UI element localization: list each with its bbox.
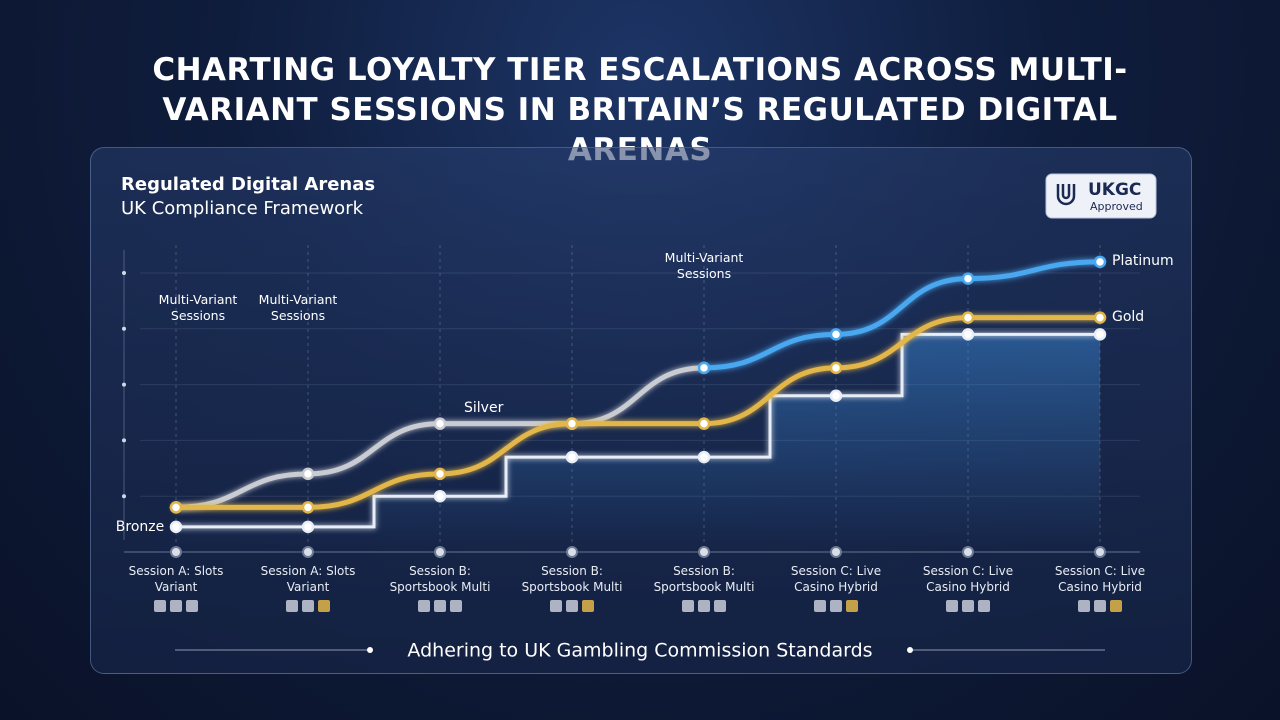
category-dot bbox=[698, 546, 710, 558]
game-icon bbox=[946, 600, 958, 612]
badge-subtitle: Approved bbox=[1090, 200, 1143, 213]
series-point bbox=[697, 450, 711, 464]
footer-dot bbox=[367, 647, 373, 653]
game-icon bbox=[154, 600, 166, 612]
series-point bbox=[1093, 311, 1107, 324]
panel-heading: Regulated Digital Arenas bbox=[121, 174, 375, 195]
series-point bbox=[829, 361, 843, 375]
series-line bbox=[701, 259, 1103, 371]
game-icon bbox=[318, 600, 330, 612]
badge-title: UKGC bbox=[1088, 180, 1141, 200]
series-point bbox=[301, 501, 315, 514]
series-area bbox=[176, 334, 1100, 548]
game-icon bbox=[846, 600, 858, 612]
series-line bbox=[173, 315, 1103, 510]
series-point bbox=[697, 361, 711, 375]
series-point bbox=[829, 389, 843, 403]
annotation: Multi-Variant Sessions bbox=[664, 250, 744, 281]
axis-dot bbox=[122, 326, 126, 331]
series-point bbox=[169, 501, 183, 514]
axis-dot bbox=[122, 382, 126, 387]
annotation-box: Multi-Variant Sessions bbox=[258, 292, 338, 323]
axis-dot bbox=[122, 494, 126, 499]
axis-dot bbox=[122, 438, 126, 443]
series-point bbox=[697, 417, 711, 430]
game-icon bbox=[186, 600, 198, 612]
game-icon bbox=[978, 600, 990, 612]
x-tick-label: Session B: Sportsbook Multi bbox=[389, 564, 491, 594]
game-icon bbox=[434, 600, 446, 612]
series-point bbox=[1093, 255, 1107, 269]
game-icon bbox=[1110, 600, 1122, 612]
page-title: CHARTING LOYALTY TIER ESCALATIONS ACROSS… bbox=[152, 52, 1128, 168]
game-icon bbox=[286, 600, 298, 612]
series-line bbox=[174, 332, 1102, 529]
series-point bbox=[433, 467, 447, 481]
category-dot bbox=[434, 546, 446, 558]
game-icon bbox=[698, 600, 710, 612]
game-icon bbox=[550, 600, 562, 612]
series-label: Platinum bbox=[1112, 253, 1174, 269]
series-point bbox=[169, 520, 183, 534]
game-icon bbox=[714, 600, 726, 612]
game-icon bbox=[1094, 600, 1106, 612]
annotation-box: Multi-Variant Sessions bbox=[664, 250, 744, 281]
badge-icon bbox=[1056, 184, 1076, 206]
game-icon bbox=[418, 600, 430, 612]
series-point bbox=[565, 450, 579, 464]
annotation-box: Multi-Variant Sessions bbox=[158, 292, 238, 323]
x-tick-label: Session B: Sportsbook Multi bbox=[521, 564, 623, 594]
series-point bbox=[433, 489, 447, 503]
game-icon bbox=[962, 600, 974, 612]
game-icon bbox=[450, 600, 462, 612]
game-icon bbox=[814, 600, 826, 612]
game-icon bbox=[682, 600, 694, 612]
category-dot bbox=[830, 546, 842, 558]
series-point bbox=[961, 328, 975, 341]
series-point bbox=[565, 417, 579, 430]
series-point bbox=[433, 417, 447, 430]
x-tick-label: Session C: Live Casino Hybrid bbox=[790, 564, 882, 594]
series-point bbox=[301, 520, 315, 534]
game-icon bbox=[170, 600, 182, 612]
game-icon bbox=[566, 600, 578, 612]
annotation: Multi-Variant Sessions bbox=[258, 292, 338, 323]
annotation: Multi-Variant Sessions bbox=[158, 292, 238, 323]
x-tick-label: Session B: Sportsbook Multi bbox=[653, 564, 755, 594]
panel-subheading: UK Compliance Framework bbox=[121, 198, 364, 219]
axis-dot bbox=[122, 271, 126, 275]
game-icon bbox=[1078, 600, 1090, 612]
series-label: Silver bbox=[464, 400, 504, 416]
x-tick-label: Session A: Slots Variant bbox=[128, 564, 224, 594]
series-label: Gold bbox=[1112, 309, 1144, 325]
category-dot bbox=[302, 546, 314, 558]
series-point bbox=[961, 311, 975, 324]
series-point bbox=[1093, 328, 1107, 341]
series-point bbox=[961, 272, 975, 285]
series-point bbox=[301, 467, 315, 481]
game-icon bbox=[830, 600, 842, 612]
footer-text: Adhering to UK Gambling Commission Stand… bbox=[407, 640, 872, 662]
category-dot bbox=[1094, 546, 1106, 558]
series-point bbox=[829, 328, 843, 341]
series-label: Bronze bbox=[116, 519, 164, 535]
x-tick-label: Session A: Slots Variant bbox=[260, 564, 356, 594]
category-dot bbox=[566, 546, 578, 558]
category-dot bbox=[170, 546, 182, 558]
game-icon bbox=[302, 600, 314, 612]
footer-dot bbox=[907, 647, 913, 653]
game-icon bbox=[582, 600, 594, 612]
x-tick-label: Session C: Live Casino Hybrid bbox=[922, 564, 1014, 594]
x-tick-label: Session C: Live Casino Hybrid bbox=[1054, 564, 1146, 594]
category-dot bbox=[962, 546, 974, 558]
